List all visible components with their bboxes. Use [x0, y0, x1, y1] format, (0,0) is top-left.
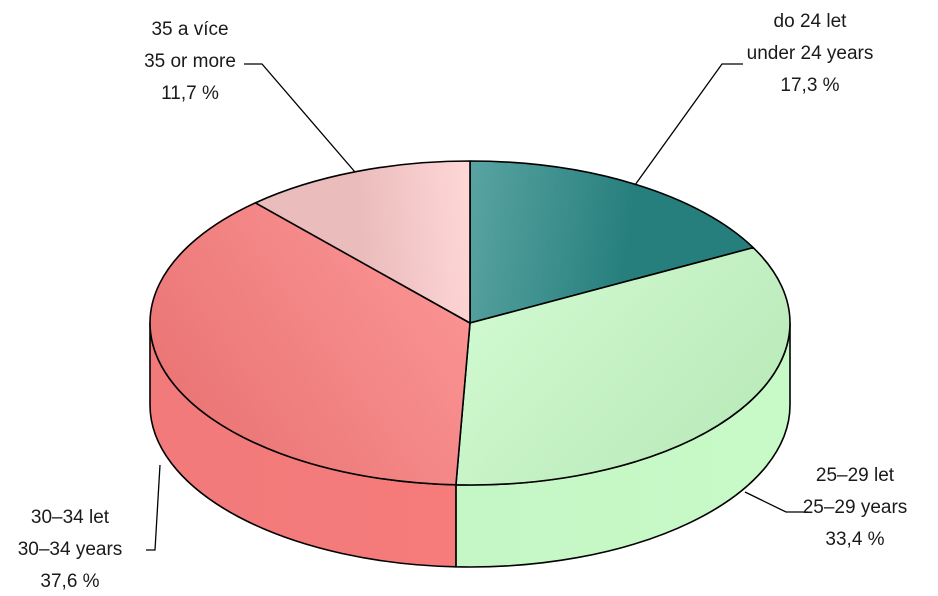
label-cs: 30–34 let [30, 507, 110, 528]
value-label: 33,4 % [825, 529, 885, 550]
leader-line-1 [744, 491, 808, 513]
value-label: 37,6 % [40, 571, 100, 592]
pie-slice-2 [149, 202, 471, 486]
slice-label-35-plus: 35 a více 35 or more 11,7 % [120, 14, 260, 110]
label-cs: do 24 let [773, 11, 847, 32]
slice-label-30-34: 30–34 let 30–34 years 37,6 % [0, 502, 140, 596]
leader-line-2 [146, 464, 161, 551]
leader-line-0 [634, 63, 743, 186]
slice-label-25-29: 25–29 let 25–29 years 33,4 % [770, 460, 938, 556]
label-en: 35 or more [144, 51, 236, 72]
value-label: 17,3 % [780, 75, 840, 96]
label-en: 30–34 years [17, 539, 123, 560]
slice-label-under-24: do 24 let under 24 years 17,3 % [725, 6, 895, 102]
leader-line-3 [244, 63, 356, 173]
label-en: 25–29 years [802, 497, 908, 518]
value-label: 11,7 % [161, 83, 219, 104]
label-cs: 35 a více [151, 19, 229, 40]
label-en: under 24 years [746, 43, 874, 64]
pie-slice-1 [455, 246, 791, 486]
label-cs: 25–29 let [815, 465, 895, 486]
